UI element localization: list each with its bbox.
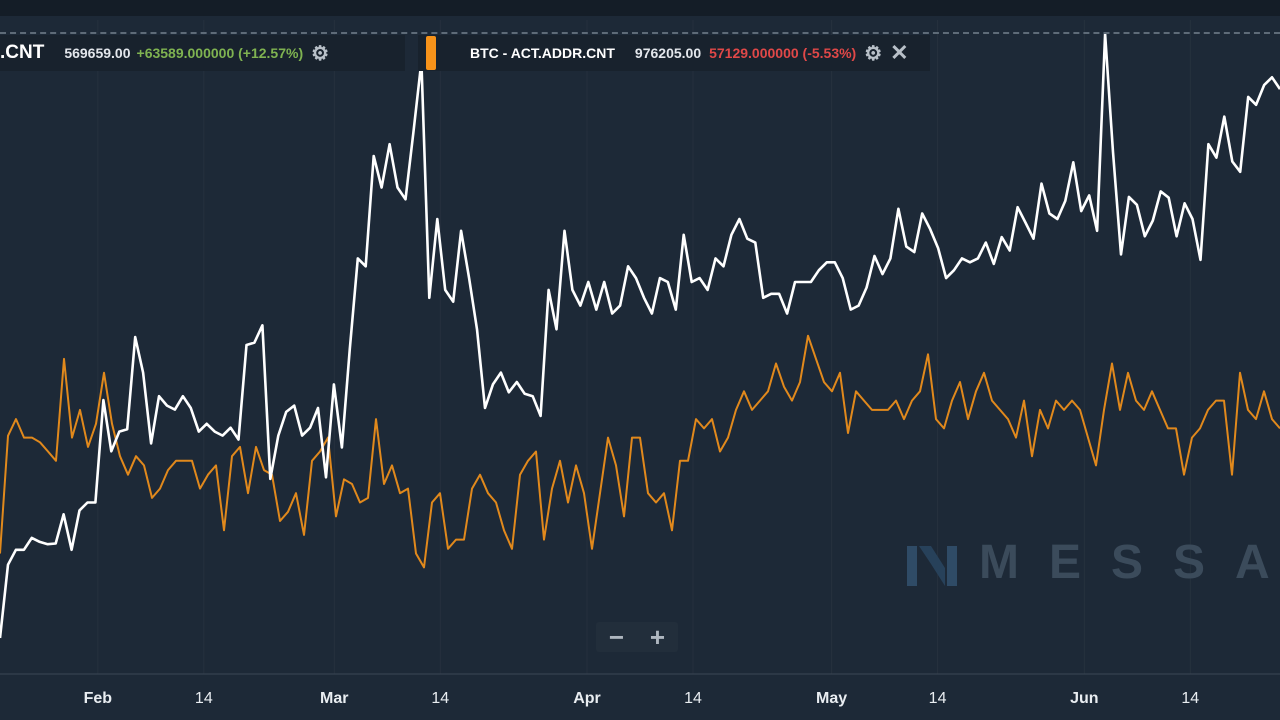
legend-series-value: 976205.00 xyxy=(634,45,702,61)
x-tick-label: 14 xyxy=(195,690,213,707)
series-line-btc-act-addr-cnt xyxy=(0,334,1280,569)
x-tick-label: 14 xyxy=(929,690,947,707)
watermark-logo-icon xyxy=(907,545,957,586)
series-line-cnt xyxy=(0,32,1280,639)
legend-series-name: .CNT xyxy=(0,42,45,63)
legend-item-btc[interactable]: BTC - ACT.ADDR.CNT 976205.00 57129.00000… xyxy=(418,35,930,71)
x-tick-label: 14 xyxy=(1181,690,1199,707)
top-bar xyxy=(0,0,1280,16)
legend-series-name: BTC - ACT.ADDR.CNT xyxy=(470,45,615,61)
zoom-controls: − + xyxy=(596,622,678,652)
series-color-swatch xyxy=(426,36,436,70)
gear-icon[interactable]: ⚙ xyxy=(864,42,883,65)
gear-icon[interactable]: ⚙ xyxy=(311,42,330,65)
x-tick-label: Feb xyxy=(84,690,113,707)
x-tick-label: Apr xyxy=(573,690,601,707)
zoom-out-button[interactable]: − xyxy=(608,621,625,652)
dashed-line xyxy=(0,32,1280,34)
watermark-text: MESSA xyxy=(979,536,1280,589)
legend-item-cnt[interactable]: .CNT 569659.00 +63589.000000 (+12.57%) ⚙ xyxy=(0,35,405,71)
watermark: MESSA xyxy=(905,535,1280,590)
x-tick-label: Mar xyxy=(320,690,348,707)
x-axis-ticks: Feb 14 Mar 14 Apr 14 May 14 Jun 14 xyxy=(84,690,1200,707)
grid-lines xyxy=(97,20,1191,674)
legend-series-change: +63589.000000 (+12.57%) xyxy=(136,45,304,61)
zoom-in-button[interactable]: + xyxy=(649,621,666,652)
x-tick-label: 14 xyxy=(431,690,449,707)
legend-series-change: 57129.000000 (-5.53%) xyxy=(709,45,857,61)
legend-series-value: 569659.00 xyxy=(64,45,131,61)
x-tick-label: May xyxy=(816,690,847,707)
x-tick-label: 14 xyxy=(684,690,702,707)
x-tick-label: Jun xyxy=(1070,690,1098,707)
close-icon[interactable]: ✕ xyxy=(890,40,909,65)
